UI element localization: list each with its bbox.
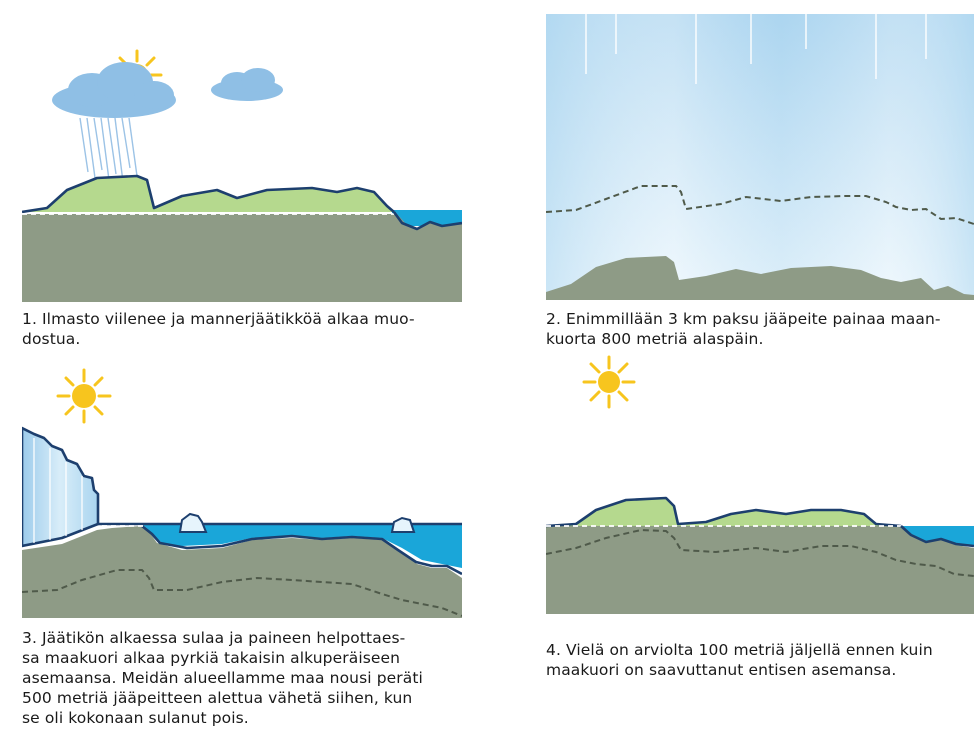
caption-line: 3. Jäätikön alkaessa sulaa ja paineen he…: [22, 629, 406, 647]
panel-2-illustration: [546, 14, 974, 300]
iceberg-icon: [178, 512, 208, 533]
ground: [22, 526, 462, 618]
caption-line: kuorta 800 metriä alaspäin.: [546, 330, 764, 348]
caption-line: dostua.: [22, 330, 81, 348]
sea: [142, 524, 462, 568]
ice-sheet: [22, 426, 100, 548]
ground: [546, 526, 974, 614]
caption-line: asemaansa. Meidän alueellamme maa nousi …: [22, 669, 423, 687]
caption-panel-1: 1. Ilmasto viilenee ja mannerjäätikköä a…: [22, 309, 472, 349]
original-ground-line: [546, 185, 974, 225]
caption-line: 500 metriä jääpeitteen alettua vähetä si…: [22, 689, 413, 707]
caption-panel-2: 2. Enimmillään 3 km paksu jääpeite paina…: [546, 309, 974, 349]
caption-line: maakuori on saavuttanut entisen asemansa…: [546, 661, 897, 679]
caption-line: 4. Vielä on arviolta 100 metriä jäljellä…: [546, 641, 933, 659]
sun-icon: [56, 368, 112, 424]
ground: [22, 214, 462, 302]
sun-icon: [582, 355, 636, 409]
panel-1-illustration: [22, 40, 462, 302]
ground: [546, 256, 974, 300]
cloud-icon: [52, 62, 176, 118]
caption-line: 1. Ilmasto viilenee ja mannerjäätikköä a…: [22, 310, 415, 328]
land-vegetation: [22, 174, 395, 214]
caption-line: se oli kokonaan sulanut pois.: [22, 709, 249, 727]
caption-line: sa maakuori alkaa pyrkiä takaisin alkupe…: [22, 649, 401, 667]
caption-panel-3: 3. Jäätikön alkaessa sulaa ja paineen he…: [22, 628, 472, 728]
cloud-icon: [211, 68, 283, 101]
land-vegetation: [546, 496, 902, 528]
original-ground-line: [546, 528, 974, 577]
iceberg-icon: [390, 516, 416, 533]
panel-4-illustration: [546, 348, 974, 618]
caption-line: 2. Enimmillään 3 km paksu jääpeite paina…: [546, 310, 941, 328]
rain-icon: [79, 117, 138, 183]
original-ground-line: [22, 569, 462, 617]
panel-3-illustration: [22, 368, 462, 618]
caption-panel-4: 4. Vielä on arviolta 100 metriä jäljellä…: [546, 640, 974, 680]
sea: [392, 210, 462, 226]
